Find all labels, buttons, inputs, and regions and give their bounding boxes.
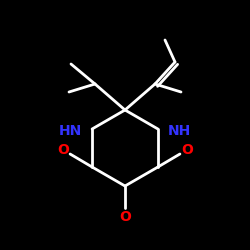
Text: O: O <box>181 143 193 157</box>
Text: NH: NH <box>168 124 191 138</box>
Text: O: O <box>57 143 69 157</box>
Text: O: O <box>119 210 131 224</box>
Text: HN: HN <box>59 124 82 138</box>
